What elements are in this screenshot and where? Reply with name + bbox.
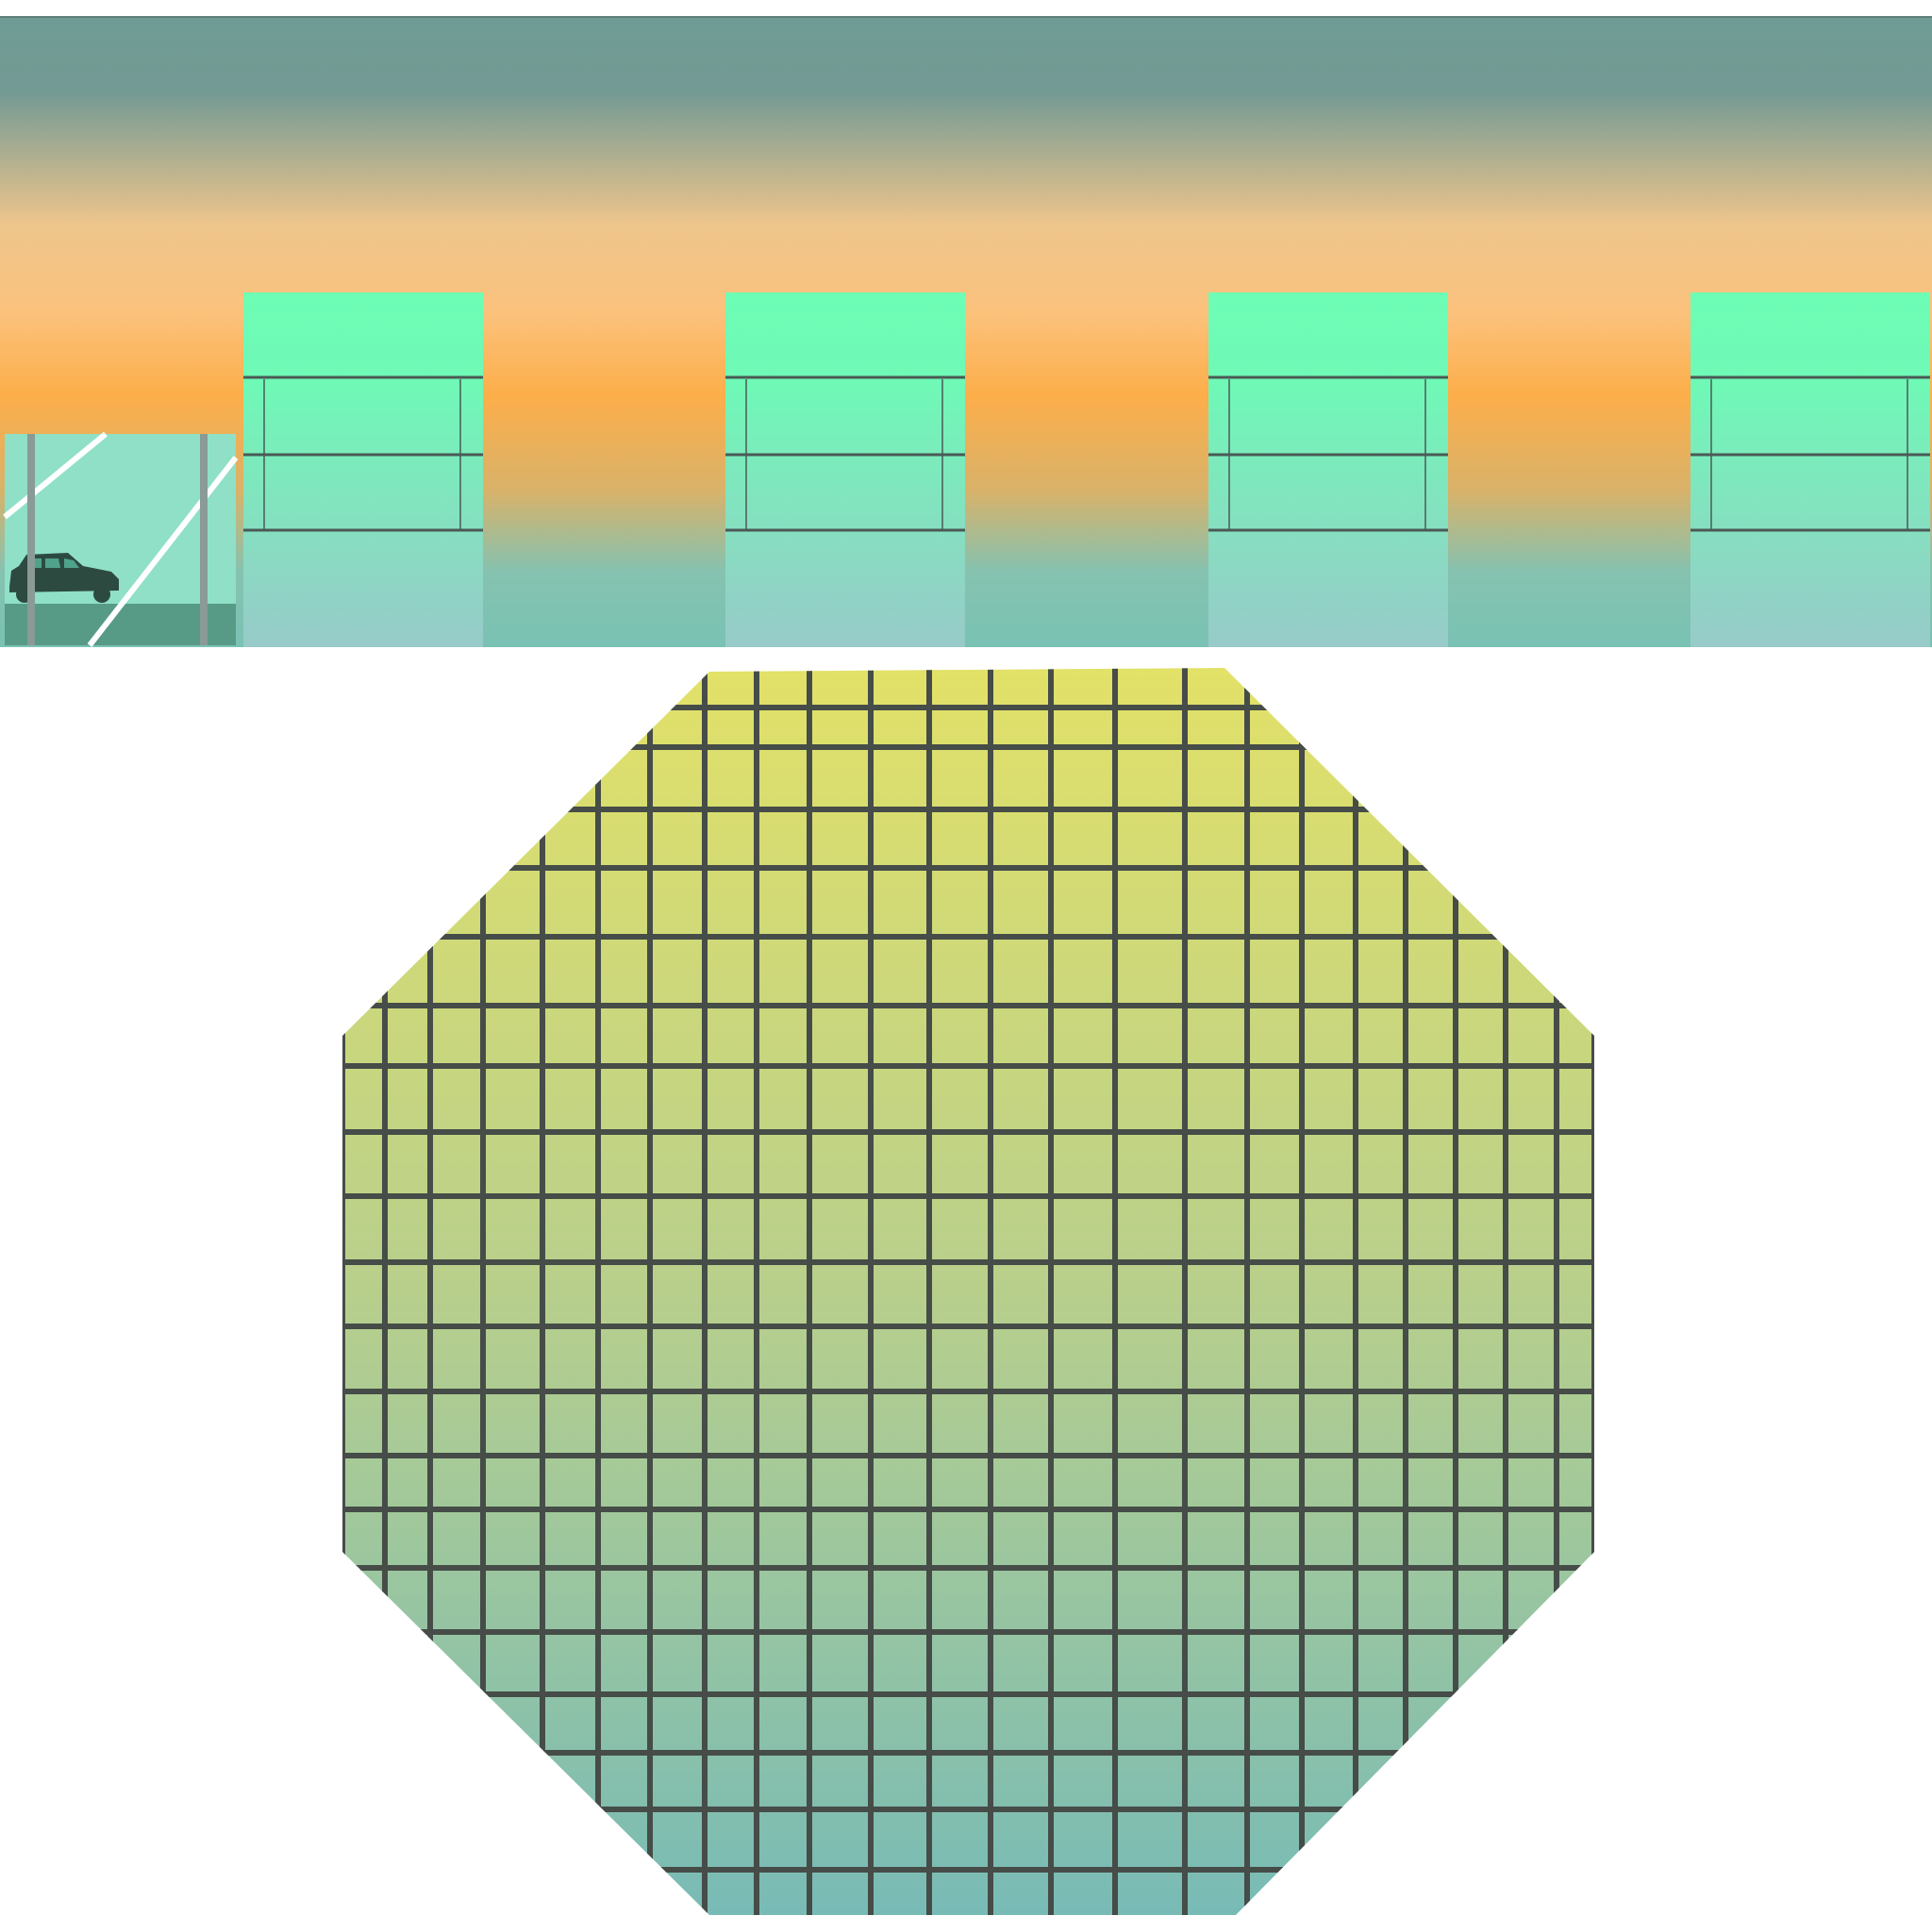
panel-body	[243, 292, 483, 647]
window-post	[200, 434, 208, 645]
wall-band	[0, 16, 1932, 647]
window-post	[27, 434, 35, 645]
car-window	[3, 431, 239, 647]
window-ground	[5, 604, 236, 645]
shelf-panel	[1208, 292, 1448, 647]
glass-reflection-streak	[3, 431, 108, 520]
shelf-panel	[243, 292, 483, 647]
shelf-panels	[243, 292, 1930, 647]
panel-body	[1208, 292, 1448, 647]
octagon-floor	[342, 668, 1594, 1915]
shelf-panel	[725, 292, 965, 647]
panel-body	[725, 292, 965, 647]
panel-body	[1690, 292, 1930, 647]
shelf-panel	[1690, 292, 1930, 647]
octagon-floor-fill	[342, 668, 1594, 1915]
glass-reflection-streak	[87, 456, 239, 647]
